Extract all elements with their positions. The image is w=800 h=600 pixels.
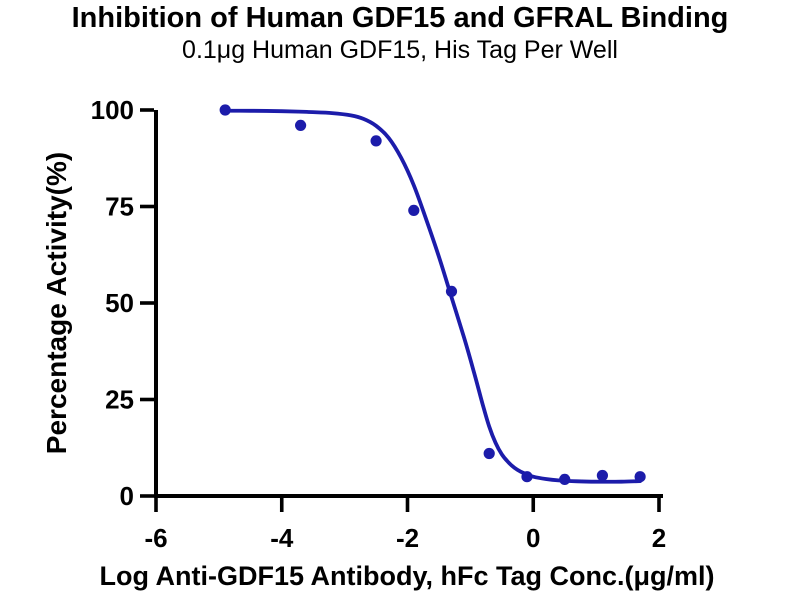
data-point <box>295 119 307 131</box>
y-tick-label: 25 <box>105 385 134 415</box>
data-point <box>596 469 609 482</box>
x-tick-label: -4 <box>270 523 294 553</box>
data-point <box>521 471 533 483</box>
data-point <box>445 285 458 297</box>
chart-title: Inhibition of Human GDF15 and GFRAL Bind… <box>71 2 729 34</box>
x-tick-label: -2 <box>396 523 419 553</box>
x-tick-label: 2 <box>652 523 666 553</box>
data-point <box>408 204 420 216</box>
y-tick-label: 0 <box>120 481 134 511</box>
data-point <box>370 135 382 147</box>
data-point <box>219 104 231 116</box>
data-point <box>634 471 646 483</box>
x-axis-label: Log Anti-GDF15 Antibody, hFc Tag Conc.(μ… <box>99 561 715 591</box>
data-point <box>483 447 495 460</box>
x-tick-label: 0 <box>526 523 540 553</box>
y-tick-label: 75 <box>105 192 134 222</box>
chart-subtitle: 0.1μg Human GDF15, His Tag Per Well <box>182 36 618 64</box>
y-tick-label: 50 <box>105 288 134 318</box>
fit-curve <box>221 108 642 484</box>
y-tick-label: 100 <box>91 95 134 125</box>
data-point <box>559 473 571 485</box>
x-tick-label: -6 <box>144 523 167 553</box>
axis-lines <box>154 110 663 498</box>
y-axis-label: Percentage Activity(%) <box>41 151 72 455</box>
